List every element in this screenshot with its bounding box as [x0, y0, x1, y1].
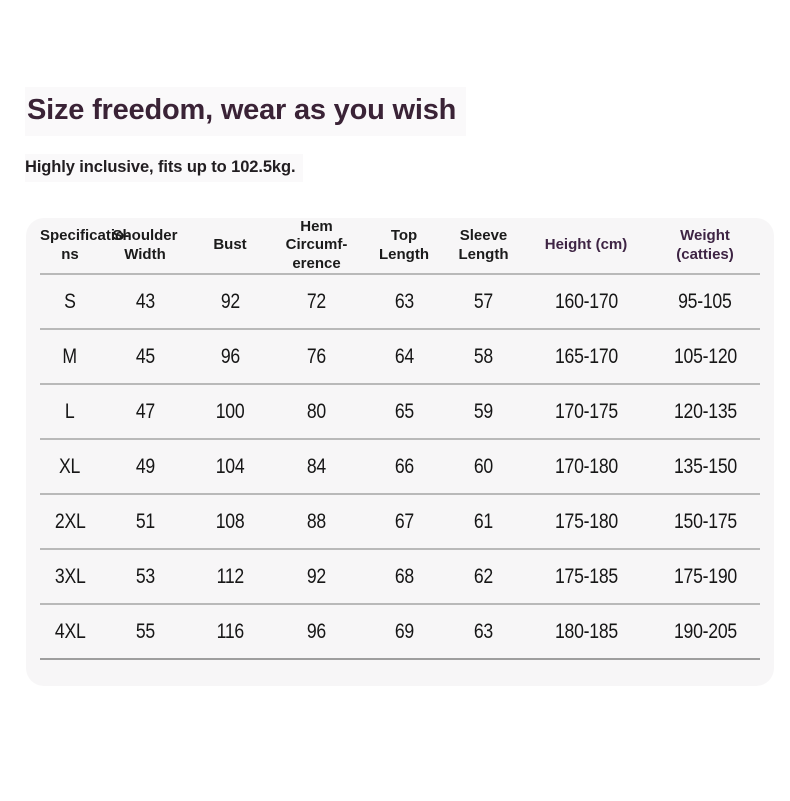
table-row-4xl: 4XL 55 116 96 69 63 180-185 190-205 — [40, 604, 760, 659]
top-length-cell: 69 — [394, 619, 414, 643]
top-length-cell: 65 — [394, 399, 414, 423]
sleeve-length-cell: 61 — [473, 509, 494, 533]
page-subtitle: Highly inclusive, fits up to 102.5kg. — [25, 154, 304, 182]
weight-cell: 190-205 — [673, 619, 737, 643]
top-length-cell: 64 — [394, 344, 414, 368]
sleeve-length-cell: 62 — [473, 564, 494, 588]
table-row-3xl: 3XL 53 112 92 68 62 175-185 175-190 — [40, 549, 760, 604]
height-cell: 175-185 — [554, 564, 618, 588]
table-header-row: Specificatio- ns Shoulder Width Bust Hem… — [40, 218, 760, 274]
shoulder-width-cell: 55 — [135, 619, 155, 643]
height-cell: 165-170 — [554, 344, 618, 368]
size-cell: 3XL — [54, 564, 86, 588]
size-cell: 4XL — [54, 619, 86, 643]
weight-cell: 175-190 — [673, 564, 737, 588]
page-title: Size freedom, wear as you wish — [25, 87, 467, 136]
height-cell: 170-175 — [554, 399, 618, 423]
shoulder-width-cell: 53 — [135, 564, 155, 588]
shoulder-width-cell: 49 — [135, 454, 155, 478]
title-row: Size freedom, wear as you wish — [25, 87, 790, 136]
hem-circumference-cell: 80 — [306, 399, 327, 423]
bust-cell: 104 — [215, 454, 245, 478]
bust-cell: 116 — [216, 619, 244, 643]
sleeve-length-cell: 59 — [473, 399, 494, 423]
size-cell: M — [62, 344, 78, 368]
shoulder-width-cell: 47 — [135, 399, 155, 423]
col-header-hem-circumference: Hem Circumf- erence — [285, 218, 348, 272]
hem-circumference-cell: 88 — [306, 509, 327, 533]
col-header-specifications: Specificatio- ns — [40, 227, 130, 263]
height-cell: 170-180 — [554, 454, 618, 478]
bust-cell: 100 — [215, 399, 245, 423]
height-cell: 175-180 — [554, 509, 618, 533]
top-length-cell: 67 — [394, 509, 414, 533]
size-table: Specificatio- ns Shoulder Width Bust Hem… — [40, 218, 760, 660]
table-row-l: L 47 100 80 65 59 170-175 120-135 — [40, 384, 760, 439]
weight-cell: 150-175 — [673, 509, 737, 533]
weight-cell: 105-120 — [673, 344, 737, 368]
bust-cell: 96 — [220, 344, 240, 368]
size-cell: XL — [59, 454, 81, 478]
col-header-weight-catties: Weight (catties) — [676, 227, 734, 263]
sleeve-length-cell: 63 — [473, 619, 494, 643]
table-row-s: S 43 92 72 63 57 160-170 95-105 — [40, 274, 760, 329]
top-length-cell: 63 — [394, 289, 414, 313]
size-cell: L — [65, 399, 75, 423]
bust-cell: 92 — [220, 289, 240, 313]
table-row-m: M 45 96 76 64 58 165-170 105-120 — [40, 329, 760, 384]
top-length-cell: 66 — [394, 454, 414, 478]
hem-circumference-cell: 84 — [306, 454, 327, 478]
weight-cell: 120-135 — [673, 399, 737, 423]
weight-cell: 95-105 — [678, 289, 732, 313]
sleeve-length-cell: 60 — [473, 454, 494, 478]
sleeve-length-cell: 58 — [473, 344, 494, 368]
col-header-sleeve-length: Sleeve Length — [458, 227, 509, 263]
table-row-2xl: 2XL 51 108 88 67 61 175-180 150-175 — [40, 494, 760, 549]
hem-circumference-cell: 76 — [306, 344, 327, 368]
size-chart-card: Specificatio- ns Shoulder Width Bust Hem… — [26, 218, 774, 686]
shoulder-width-cell: 43 — [135, 289, 155, 313]
table-row-xl: XL 49 104 84 66 60 170-180 135-150 — [40, 439, 760, 494]
height-cell: 180-185 — [554, 619, 618, 643]
shoulder-width-cell: 45 — [135, 344, 155, 368]
size-cell: 2XL — [54, 509, 86, 533]
hem-circumference-cell: 92 — [306, 564, 327, 588]
size-cell: S — [64, 289, 76, 313]
col-header-bust: Bust — [213, 236, 247, 254]
bust-cell: 112 — [216, 564, 244, 588]
col-header-top-length: Top Length — [379, 227, 429, 263]
shoulder-width-cell: 51 — [135, 509, 155, 533]
top-length-cell: 68 — [394, 564, 414, 588]
hem-circumference-cell: 72 — [306, 289, 327, 313]
col-header-shoulder-width: Shoulder Width — [112, 227, 178, 263]
hem-circumference-cell: 96 — [306, 619, 327, 643]
height-cell: 160-170 — [554, 289, 618, 313]
sleeve-length-cell: 57 — [473, 289, 494, 313]
bust-cell: 108 — [215, 509, 245, 533]
weight-cell: 135-150 — [673, 454, 737, 478]
subtitle-row: Highly inclusive, fits up to 102.5kg. — [25, 154, 790, 182]
col-header-height-cm: Height (cm) — [544, 236, 628, 254]
